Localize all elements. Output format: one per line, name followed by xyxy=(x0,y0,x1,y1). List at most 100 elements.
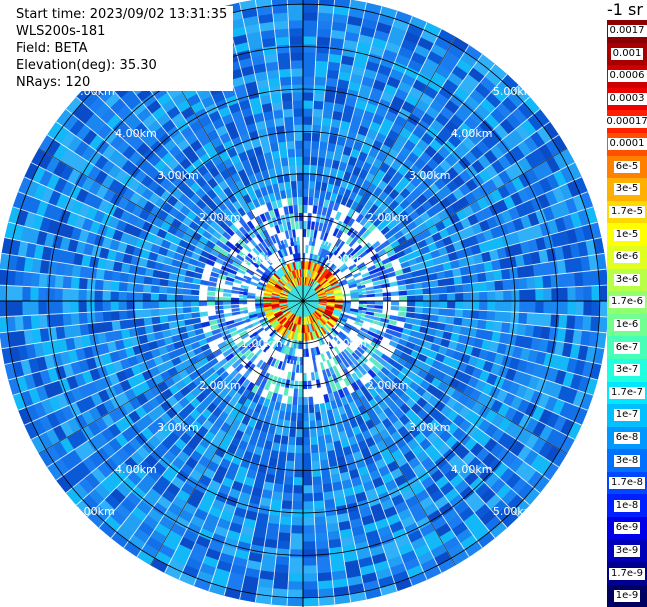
radar-bin xyxy=(296,180,304,190)
radar-bin xyxy=(500,321,511,334)
radar-bin xyxy=(493,320,503,333)
radar-bin xyxy=(487,290,496,302)
radar-bin xyxy=(273,20,289,30)
radar-bin xyxy=(102,310,112,323)
radar-bin xyxy=(283,116,295,126)
radar-bin xyxy=(310,444,320,454)
legend-entry: 0.001 xyxy=(607,42,647,66)
radar-bin xyxy=(575,286,585,302)
radar-bin xyxy=(406,300,416,308)
radar-bin xyxy=(292,108,304,117)
legend-label: 1e-7 xyxy=(613,409,641,422)
legend-entry: 3e-6 xyxy=(607,268,647,292)
radar-bin xyxy=(190,300,200,308)
radar-bin xyxy=(158,293,167,302)
radar-bin xyxy=(285,140,296,150)
radar-bin xyxy=(310,148,320,158)
legend-entry: 1e-7 xyxy=(607,404,647,427)
radar-bin xyxy=(511,300,520,313)
radar-bin xyxy=(290,525,304,535)
legend-label: 6e-6 xyxy=(613,251,641,264)
radar-bin xyxy=(291,509,304,518)
radar-bin xyxy=(302,3,319,13)
radar-bin xyxy=(290,67,304,77)
range-ring-label: 4.00km xyxy=(115,463,157,476)
radar-bin xyxy=(287,3,304,13)
legend-label: 1.7e-7 xyxy=(608,386,646,399)
radar-bin xyxy=(78,300,87,314)
radar-bin xyxy=(311,476,323,486)
radar-bin xyxy=(314,524,328,534)
radar-bin xyxy=(288,27,304,37)
radar-bin xyxy=(302,509,315,518)
radar-bin xyxy=(292,100,304,109)
radar-bin xyxy=(310,140,321,150)
radar-bin xyxy=(314,516,327,526)
legend-label: 6e-5 xyxy=(613,160,641,173)
radar-bin xyxy=(495,300,504,312)
radar-bin xyxy=(309,156,319,166)
radar-bin xyxy=(110,280,120,292)
radar-bin xyxy=(493,269,503,282)
legend-label: 1.7e-8 xyxy=(608,477,646,490)
radar-bin xyxy=(518,312,528,325)
legend-label: 1e-5 xyxy=(613,228,641,241)
radar-bin xyxy=(166,293,176,302)
radar-bin xyxy=(62,312,72,327)
radar-bin xyxy=(479,291,488,302)
radar-bin xyxy=(599,300,607,318)
radar-bin xyxy=(277,60,292,70)
legend-label: 6e-8 xyxy=(613,431,641,444)
radar-bin xyxy=(292,485,304,494)
range-ring-label: 5.00km xyxy=(493,505,535,518)
radar-bin xyxy=(317,12,334,22)
radar-bin xyxy=(302,188,310,198)
radar-bin xyxy=(583,285,593,302)
radar-bin xyxy=(558,314,568,329)
radar-bin xyxy=(534,312,544,327)
radar-bin xyxy=(287,581,304,591)
radar-bin xyxy=(296,404,304,414)
radar-bin xyxy=(288,565,304,575)
radar-bin xyxy=(273,475,285,485)
radar-bin xyxy=(94,311,104,324)
radar-bin xyxy=(295,428,304,438)
radar-bin xyxy=(574,271,584,287)
legend-label: 1.7e-6 xyxy=(608,296,646,309)
radar-bin xyxy=(321,475,333,485)
radar-bin xyxy=(582,315,592,332)
radar-bin xyxy=(309,436,319,446)
radar-bin xyxy=(111,320,121,332)
legend-label: 3e-5 xyxy=(613,183,641,196)
radar-bin xyxy=(503,300,512,313)
radar-bin xyxy=(446,284,456,294)
radar-bin xyxy=(290,76,304,85)
radar-bin xyxy=(438,285,448,295)
field-label: Field: BETA xyxy=(13,40,91,57)
radar-bin xyxy=(287,589,304,599)
radar-bin xyxy=(302,164,311,174)
radar-bin xyxy=(276,540,291,550)
radar-bin xyxy=(279,76,292,86)
radar-bin xyxy=(322,101,335,111)
legend-label: 1.7e-5 xyxy=(608,206,646,219)
radar-bin xyxy=(182,300,192,308)
legend-entry: 6e-5 xyxy=(607,155,647,179)
radar-bin xyxy=(559,300,569,316)
legend-label: 1e-6 xyxy=(613,319,641,332)
radar-bin xyxy=(302,517,316,526)
range-ring-label: 4.00km xyxy=(451,127,493,140)
radar-bin xyxy=(438,307,448,317)
radar-bin xyxy=(302,549,317,559)
radar-bin xyxy=(142,292,151,302)
radar-bin xyxy=(430,293,440,302)
legend-entry: 0.0001 xyxy=(607,132,647,156)
radar-bin xyxy=(500,268,511,281)
radar-bin xyxy=(494,279,504,292)
radar-bin xyxy=(286,444,296,454)
legend-entry: 1.7e-8 xyxy=(607,471,647,495)
radar-bin xyxy=(302,92,315,101)
radar-bin xyxy=(446,308,456,318)
radar-bin xyxy=(290,517,304,526)
radar-bin xyxy=(282,484,294,494)
